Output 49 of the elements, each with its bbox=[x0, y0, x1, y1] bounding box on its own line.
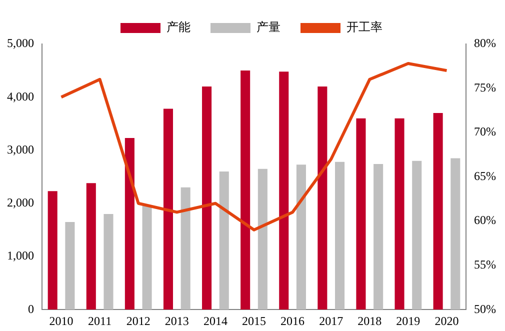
y-tick-label: 5,000 bbox=[7, 36, 34, 50]
bar bbox=[180, 187, 190, 310]
x-tick-label: 2017 bbox=[319, 314, 344, 328]
x-tick-label: 2014 bbox=[203, 314, 228, 328]
bar bbox=[142, 206, 152, 310]
bar bbox=[279, 72, 289, 310]
y-tick-label: 1,000 bbox=[7, 248, 34, 263]
y-tick-label: 4,000 bbox=[7, 89, 34, 104]
bar bbox=[258, 168, 268, 310]
legend-label: 产量 bbox=[256, 20, 280, 34]
y2-tick-label: 70% bbox=[474, 124, 496, 139]
legend-label: 产能 bbox=[166, 20, 190, 34]
x-tick-label: 2020 bbox=[434, 314, 459, 328]
y2-tick-label: 55% bbox=[474, 257, 496, 272]
y2-tick-label: 65% bbox=[474, 168, 496, 183]
bar bbox=[394, 118, 404, 310]
y-tick-label: 2,000 bbox=[7, 196, 34, 210]
bar bbox=[86, 183, 96, 310]
x-tick-label: 2018 bbox=[358, 314, 382, 328]
y2-tick-label: 75% bbox=[474, 80, 496, 94]
bar bbox=[356, 118, 366, 310]
bar bbox=[412, 160, 422, 310]
x-tick-label: 2010 bbox=[49, 314, 74, 328]
x-tick-label: 2011 bbox=[88, 314, 112, 328]
x-tick-label: 2013 bbox=[164, 314, 189, 328]
x-tick-label: 2015 bbox=[242, 314, 266, 328]
bar bbox=[104, 214, 114, 310]
y-tick-label: 3,000 bbox=[7, 142, 34, 156]
bar bbox=[163, 108, 174, 310]
bar bbox=[318, 86, 328, 310]
bar bbox=[240, 70, 250, 310]
x-tick-label: 2019 bbox=[396, 314, 420, 328]
y2-tick-label: 80% bbox=[474, 36, 496, 50]
bar bbox=[433, 113, 443, 310]
bar bbox=[65, 222, 75, 310]
bar bbox=[450, 158, 460, 310]
bar bbox=[202, 86, 212, 310]
x-tick-label: 2012 bbox=[126, 314, 150, 328]
legend-label: 开工率 bbox=[346, 20, 382, 34]
bar bbox=[374, 164, 384, 310]
y2-tick-label: 60% bbox=[474, 213, 496, 228]
bar bbox=[296, 164, 306, 310]
x-tick-label: 2016 bbox=[280, 314, 305, 328]
bar bbox=[334, 162, 345, 310]
bar bbox=[219, 171, 229, 310]
bar bbox=[48, 191, 58, 310]
y2-tick-label: 50% bbox=[474, 302, 496, 316]
y-tick-label: 0 bbox=[28, 302, 34, 316]
bar bbox=[124, 138, 134, 310]
